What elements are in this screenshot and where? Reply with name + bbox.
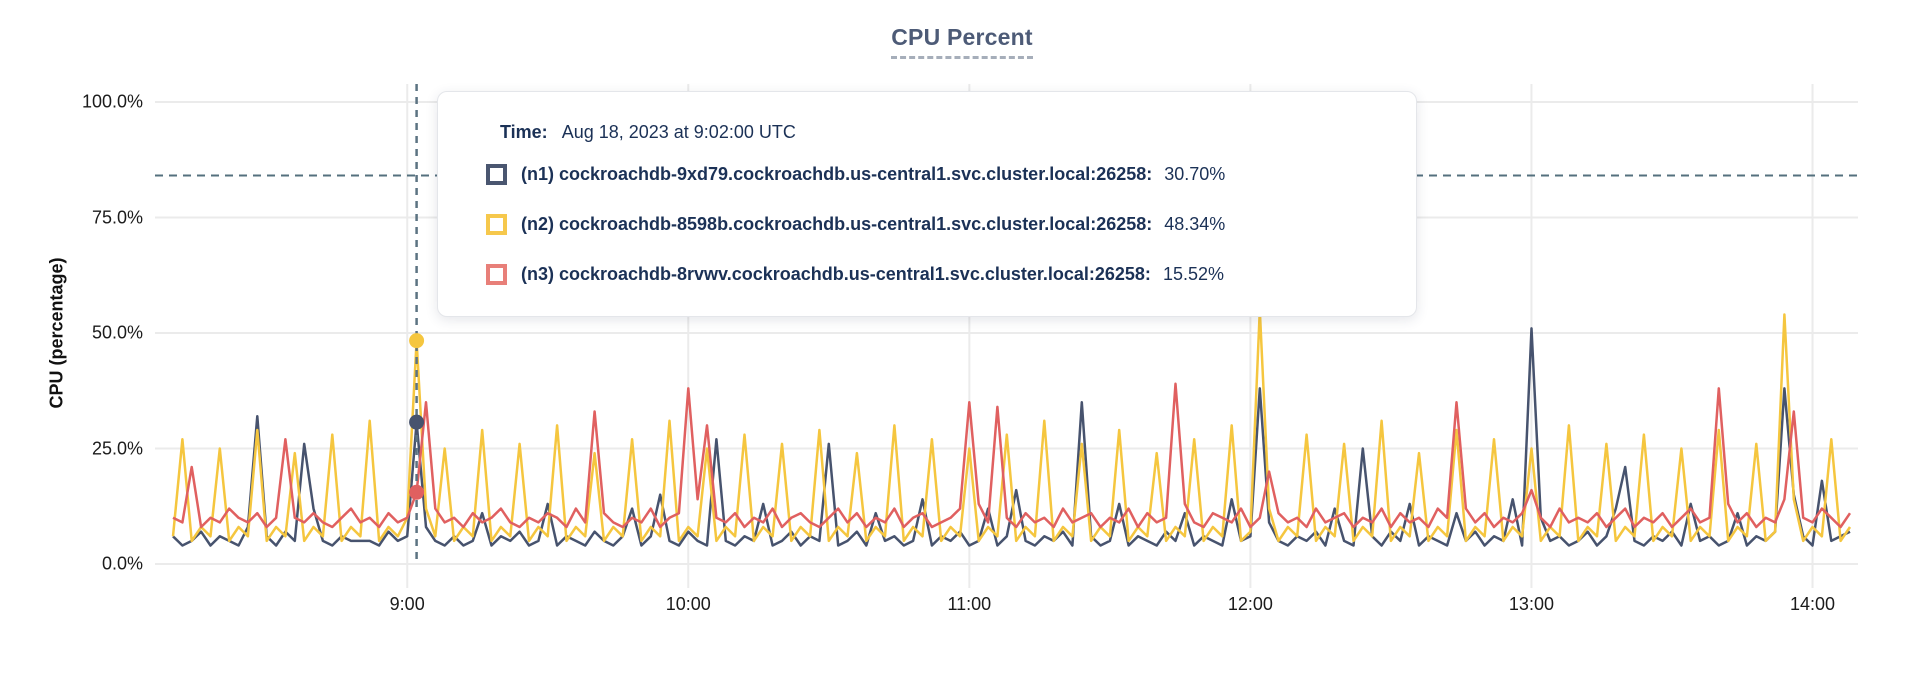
tooltip-series-value: 15.52% (1162, 263, 1224, 284)
series-line-n3 (172, 382, 1852, 529)
x-tick-label: 13:00 (1508, 594, 1554, 614)
hover-dot-n3 (409, 484, 425, 500)
tooltip-row-n1: (n1) cockroachdb-9xd79.cockroachdb.us-ce… (486, 149, 1386, 199)
x-tick-label: 14:00 (1789, 594, 1836, 614)
tooltip-time-label: Time: (500, 122, 548, 142)
tooltip-series-rows: (n1) cockroachdb-9xd79.cockroachdb.us-ce… (486, 149, 1386, 299)
x-tick-label: 12:00 (1227, 594, 1273, 614)
hover-dot-n1 (409, 414, 425, 430)
tooltip-series-label: (n1) cockroachdb-9xd79.cockroachdb.us-ce… (521, 163, 1153, 184)
x-tick-label: 9:00 (389, 594, 425, 614)
tooltip-row-n2: (n2) cockroachdb-8598b.cockroachdb.us-ce… (486, 199, 1386, 249)
y-tick-label: 25.0% (91, 438, 143, 458)
legend-swatch-icon (486, 163, 507, 185)
y-tick-label: 75.0% (91, 207, 143, 227)
hover-dot-n2 (409, 333, 425, 349)
tooltip-row-n3: (n3) cockroachdb-8rvwv.cockroachdb.us-ce… (486, 249, 1386, 299)
legend-swatch-icon (486, 213, 507, 235)
tooltip-time-row: Time: Aug 18, 2023 at 9:02:00 UTC (500, 122, 1386, 143)
tooltip-series-value: 30.70% (1164, 163, 1226, 184)
tooltip-series-label: (n2) cockroachdb-8598b.cockroachdb.us-ce… (521, 213, 1153, 234)
tooltip-series-label: (n3) cockroachdb-8rvwv.cockroachdb.us-ce… (521, 263, 1151, 284)
series-line-n2 (171, 308, 1852, 543)
y-tick-label: 50.0% (91, 322, 143, 343)
tooltip-time-value: Aug 18, 2023 at 9:02:00 UTC (561, 122, 796, 142)
hover-tooltip: Time: Aug 18, 2023 at 9:02:00 UTC (n1) co… (437, 91, 1417, 317)
legend-swatch-icon (486, 263, 507, 285)
y-tick-label: 0.0% (101, 553, 143, 574)
x-tick-label: 11:00 (947, 594, 992, 614)
y-tick-label: 100.0% (81, 91, 143, 112)
x-tick-label: 10:00 (665, 594, 711, 614)
tooltip-series-value: 48.34% (1164, 213, 1226, 234)
